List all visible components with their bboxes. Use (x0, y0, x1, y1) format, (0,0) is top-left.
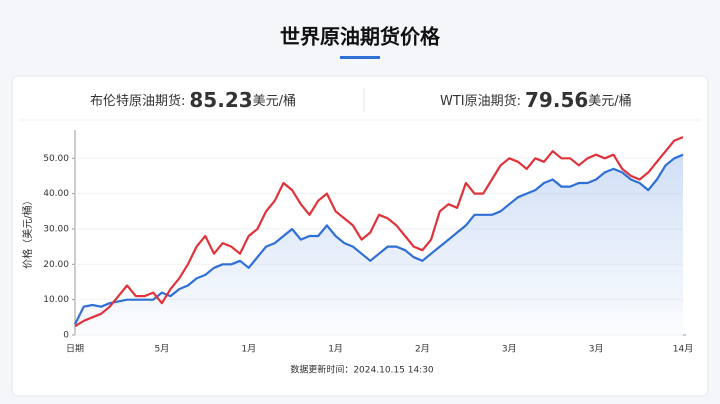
footer: 数据更新时间：2024.10.15 14:30 (290, 364, 434, 376)
area (75, 154, 683, 335)
x-tick-label: 1月 (328, 344, 343, 355)
y-tick-label: 40.00 (43, 189, 69, 199)
x-tick-label: 14月 (673, 344, 693, 355)
x-tick-label: 3月 (502, 344, 517, 355)
line (74, 153, 684, 325)
wti-unit: 美元/桶 (588, 94, 631, 109)
line (74, 136, 684, 328)
wti-label: WTI原油期货: (440, 93, 521, 109)
chart-title: 世界原油期货价格 (280, 25, 441, 49)
brent-value: 85.23 (189, 88, 252, 112)
x-tick-label: 日期 (66, 344, 84, 355)
x-tick-label: 1月 (241, 344, 256, 355)
title-underline (340, 56, 380, 59)
y-tick-label: 30.00 (43, 224, 69, 234)
y-tick-label: 50.00 (43, 154, 69, 164)
y-axis-label: 价格（美元/桶） (21, 195, 34, 268)
brent-unit: 美元/桶 (253, 94, 296, 109)
y-tick-label: 10.00 (43, 295, 69, 305)
x-tick-label: 5月 (154, 344, 169, 355)
x-tick-label: 3月 (589, 344, 604, 355)
wti-price: WTI原油期货: 79.56美元/桶 (440, 88, 632, 112)
brent-price: 布伦特原油期货: 85.23美元/桶 (90, 88, 296, 112)
wti-value: 79.56 (525, 88, 588, 112)
y-tick-label: 20.00 (43, 260, 69, 270)
y-tick-label: 0 (63, 331, 69, 341)
brent-label: 布伦特原油期货: (90, 93, 185, 109)
x-tick-label: 2月 (415, 344, 430, 355)
